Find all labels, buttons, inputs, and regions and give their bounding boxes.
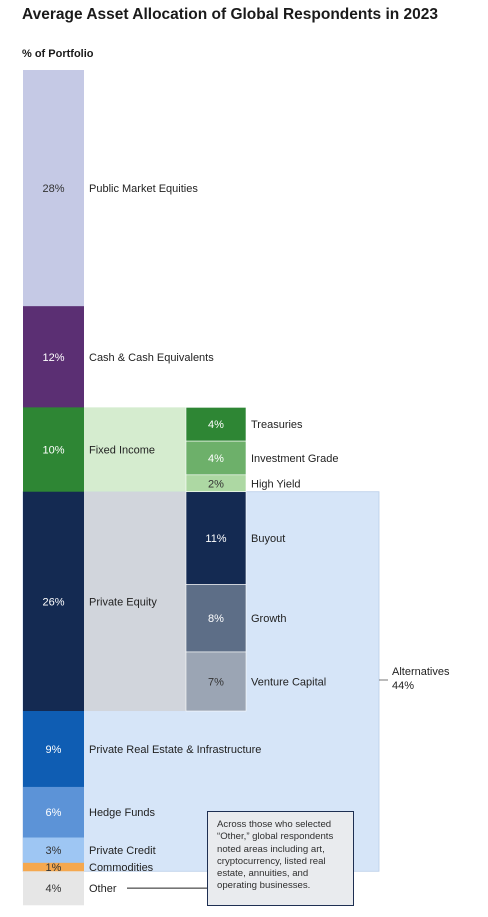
bar-private-credit	[23, 837, 84, 864]
category-label-private-real-estate-and-infrastructure: Private Real Estate & Infrastructure	[89, 744, 261, 756]
sub-category-label-venture-capital: Venture Capital	[251, 676, 326, 688]
value-label-commodities: 1%	[46, 862, 62, 874]
bar-private-real-estate-and-infrastructure	[23, 711, 84, 788]
bar-private-equity	[23, 491, 84, 712]
bar-commodities	[23, 862, 84, 872]
band-private-equity	[84, 491, 186, 712]
other-note: Across those who selected “Other,” globa…	[207, 811, 354, 906]
chart-title: Average Asset Allocation of Global Respo…	[22, 6, 439, 23]
sub-value-label-investment-grade: 4%	[208, 453, 224, 465]
sub-category-label-investment-grade: Investment Grade	[251, 453, 338, 465]
value-label-cash-and-cash-equivalents: 12%	[42, 352, 64, 364]
sub-category-label-growth: Growth	[251, 613, 286, 625]
bar-other	[23, 871, 84, 906]
sub-category-label-high-yield: High Yield	[251, 478, 301, 490]
sub-bar-investment-grade	[185, 440, 247, 476]
sub-bar-growth	[185, 584, 247, 653]
sub-value-label-venture-capital: 7%	[208, 676, 224, 688]
category-label-other: Other	[89, 883, 117, 895]
alternatives-label: Alternatives	[392, 666, 450, 678]
value-label-other: 4%	[46, 883, 62, 895]
value-label-private-equity: 26%	[42, 596, 64, 608]
band-fixed-income	[84, 407, 186, 492]
bar-cash-and-cash-equivalents	[23, 306, 84, 408]
category-label-fixed-income: Fixed Income	[89, 445, 155, 457]
value-label-fixed-income: 10%	[42, 445, 64, 457]
value-label-private-real-estate-and-infrastructure: 9%	[46, 744, 62, 756]
bar-fixed-income	[23, 407, 84, 493]
category-label-commodities: Commodities	[89, 862, 154, 874]
sub-category-label-buyout: Buyout	[251, 533, 285, 545]
bar-hedge-funds	[23, 786, 84, 838]
sub-value-label-growth: 8%	[208, 613, 224, 625]
main-bar-layer	[23, 70, 84, 906]
label-layer: Alternatives 44% 28% Public Market Equities…	[42, 183, 449, 895]
value-label-private-credit: 3%	[46, 845, 62, 857]
sub-bar-treasuries	[185, 407, 247, 442]
category-label-private-equity: Private Equity	[89, 596, 157, 608]
bar-public-market-equities	[23, 70, 84, 307]
sub-value-label-treasuries: 4%	[208, 419, 224, 431]
sub-value-label-high-yield: 2%	[208, 478, 224, 490]
sub-bar-venture-capital	[185, 651, 247, 712]
category-label-private-credit: Private Credit	[89, 845, 156, 857]
sub-bar-buyout	[185, 491, 247, 585]
category-label-hedge-funds: Hedge Funds	[89, 807, 156, 819]
value-label-public-market-equities: 28%	[42, 183, 64, 195]
category-label-cash-and-cash-equivalents: Cash & Cash Equivalents	[89, 352, 214, 364]
sub-category-label-treasuries: Treasuries	[251, 419, 303, 431]
value-label-hedge-funds: 6%	[46, 807, 62, 819]
category-label-public-market-equities: Public Market Equities	[89, 183, 198, 195]
sub-value-label-buyout: 11%	[205, 533, 226, 545]
y-axis-label: % of Portfolio	[22, 48, 94, 60]
breakdown-layer	[185, 407, 247, 712]
alternatives-value: 44%	[392, 680, 414, 692]
